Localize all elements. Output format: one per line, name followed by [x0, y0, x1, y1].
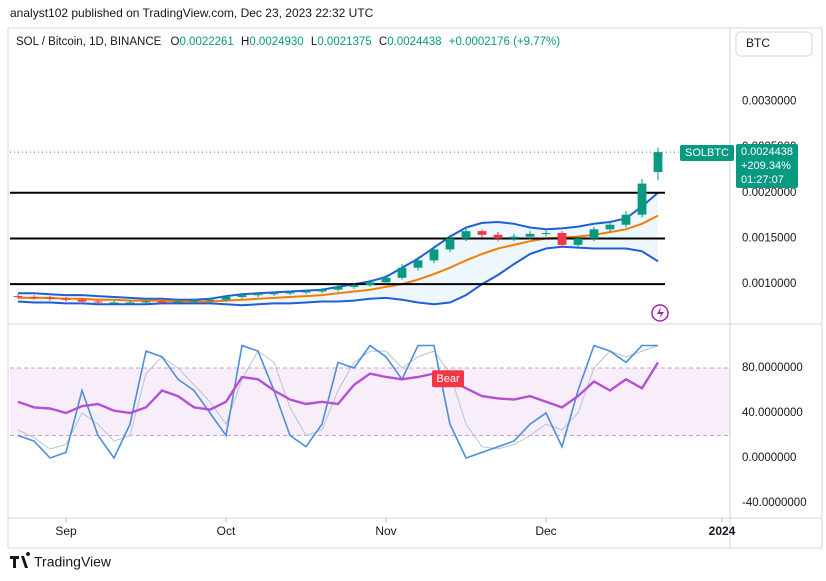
x-tick-label: Dec: [535, 524, 556, 538]
published-line: analyst102 published on TradingView.com,…: [10, 6, 374, 20]
percent-change: +209.34%: [741, 160, 791, 172]
candle-body: [333, 286, 343, 290]
ticker: SOLBTC: [685, 147, 729, 159]
change: +0.0002176 (+9.77%): [449, 36, 560, 48]
candle-body: [45, 297, 55, 299]
candle-body: [301, 291, 311, 293]
y-tick-label: 40.0000000: [742, 407, 803, 419]
candle-body: [589, 229, 599, 239]
candle-body: [605, 224, 615, 230]
candle-body: [461, 231, 471, 239]
candle-body: [349, 285, 359, 287]
candle-body: [125, 302, 135, 304]
candle-body: [189, 300, 199, 302]
countdown: 01:27:07: [741, 174, 784, 186]
oscillator-line: [17, 344, 658, 460]
candle-body: [269, 293, 279, 295]
x-tick-label: Oct: [217, 524, 236, 538]
o-label: O: [171, 36, 180, 48]
y-tick-label: 0.0000000: [742, 452, 796, 464]
candle-body: [541, 232, 551, 234]
candle-body: [141, 301, 151, 303]
logo-mark: [10, 552, 31, 568]
y-tick-label: 0.0030000: [742, 95, 796, 107]
plot-layer: Bear: [10, 147, 730, 460]
oscillator-line: [17, 345, 659, 450]
candle-body: [509, 236, 519, 239]
h-value: 0.0024930: [249, 36, 303, 48]
candle-body: [285, 292, 295, 294]
y-tick-label: 80.0000000: [742, 362, 803, 374]
candle-body: [573, 238, 583, 245]
candle-body: [173, 301, 183, 303]
candle-body: [157, 301, 167, 303]
currency-button[interactable]: [735, 31, 813, 57]
logo: TradingView: [10, 552, 112, 570]
candle-body: [557, 232, 567, 245]
legend-line: SOL / Bitcoin, 1D, BINANCE O0.0022261 H0…: [16, 36, 560, 48]
candle-body: [429, 249, 439, 261]
candle-body: [397, 267, 407, 278]
candle-body: [109, 302, 119, 304]
price-tag: SOLBTC 0.0024438 +209.34% 01:27:07: [680, 144, 798, 188]
candle-body: [13, 296, 23, 298]
candle-body: [525, 233, 535, 237]
frame: [7, 27, 823, 549]
candle-body: [653, 152, 663, 173]
candle-body: [381, 277, 391, 283]
c-label: C: [379, 36, 387, 48]
candle-body: [93, 301, 103, 303]
y-tick-label: -40.0000000: [742, 497, 807, 509]
event-icon[interactable]: [651, 304, 669, 322]
y-tick-label: 0.0020000: [742, 187, 796, 199]
candle-body: [237, 295, 247, 297]
candle-body: [205, 299, 215, 301]
x-tick-label: 2024: [709, 524, 736, 538]
candle-body: [29, 296, 39, 298]
ticker-box: [680, 145, 734, 161]
lower-band: [17, 245, 659, 307]
x-tick-label: Nov: [375, 524, 396, 538]
event-bolt: [657, 307, 664, 319]
candle-body: [493, 234, 503, 239]
candle-body: [413, 260, 423, 268]
candle-body: [221, 296, 231, 300]
brand: TradingView: [34, 554, 112, 570]
c-value: 0.0024438: [387, 36, 441, 48]
l-value: 0.0021375: [317, 36, 371, 48]
candle-body: [365, 282, 375, 286]
oscillator-line: [17, 361, 660, 415]
candle-body: [477, 231, 487, 235]
currency-label[interactable]: BTC: [746, 36, 770, 50]
candle-body: [61, 298, 71, 300]
candle-body: [637, 183, 647, 215]
band-fill: [10, 368, 730, 436]
l-label: L: [311, 36, 318, 48]
symbol: SOL / Bitcoin, 1D, BINANCE: [16, 36, 162, 48]
candle-body: [317, 289, 327, 292]
band-fill: [18, 192, 658, 306]
annotation-label: Bear: [436, 373, 460, 385]
price-box: [736, 144, 798, 188]
y-tick-label: 0.0015000: [742, 232, 796, 244]
o-value: 0.0022261: [179, 36, 233, 48]
candle-body: [445, 238, 455, 250]
candle-body: [77, 299, 87, 302]
candle-body: [621, 214, 631, 225]
candle-body: [253, 294, 263, 296]
y-tick-label: 0.0010000: [742, 278, 796, 290]
h-label: H: [241, 36, 249, 48]
x-tick-label: Sep: [55, 524, 77, 538]
annotation-box: [432, 370, 464, 388]
last-price: 0.0024438: [741, 146, 793, 158]
